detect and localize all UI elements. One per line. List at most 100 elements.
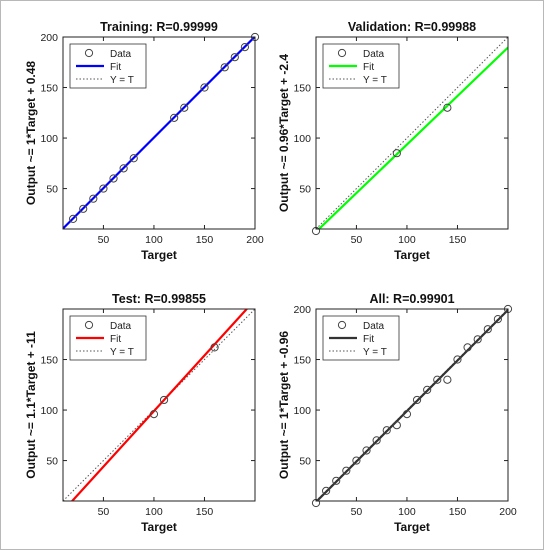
y-tick-label: 100 bbox=[293, 133, 311, 145]
x-tick-label: 200 bbox=[499, 506, 517, 518]
legend-identity-label: Y = T bbox=[110, 75, 134, 86]
legend-identity-label: Y = T bbox=[363, 347, 387, 358]
legend-data-label: Data bbox=[363, 321, 385, 332]
x-tick-label: 150 bbox=[449, 234, 467, 246]
data-point bbox=[423, 385, 432, 394]
axes-box bbox=[62, 308, 256, 502]
y-tick-label: 150 bbox=[293, 355, 311, 367]
x-tick-label: 50 bbox=[98, 506, 110, 518]
legend-fit-label: Fit bbox=[363, 334, 374, 345]
y-tick-label: 50 bbox=[46, 456, 58, 468]
legend-data-marker bbox=[84, 48, 94, 58]
data-point bbox=[99, 184, 108, 193]
legend: Data Fit Y = T bbox=[322, 43, 400, 89]
data-point bbox=[89, 194, 98, 203]
legend-data-marker bbox=[337, 48, 347, 58]
data-point bbox=[352, 456, 361, 465]
x-tick-label: 50 bbox=[98, 234, 110, 246]
y-axis-label: Output ~= 0.96*Target + -2.4 bbox=[277, 54, 291, 212]
y-tick-label: 50 bbox=[46, 184, 58, 196]
fit-line bbox=[63, 37, 255, 229]
chart-title: Training: R=0.99999 bbox=[100, 20, 218, 34]
axes-box bbox=[315, 36, 509, 230]
x-axis-label: Target bbox=[394, 248, 430, 262]
data-point bbox=[79, 204, 88, 213]
validation-panel: 50 100 150 50 100 150 Validation: R=0.99988 Tar… bbox=[277, 20, 509, 262]
x-axis-label: Target bbox=[394, 520, 430, 534]
fit-line bbox=[317, 46, 508, 229]
x-tick-label: 100 bbox=[398, 234, 416, 246]
legend-identity-label: Y = T bbox=[110, 347, 134, 358]
x-tick-label: 150 bbox=[196, 506, 214, 518]
data-point bbox=[240, 43, 249, 52]
data-point bbox=[473, 335, 482, 344]
y-tick-label: 200 bbox=[40, 32, 58, 44]
legend-data-marker bbox=[337, 320, 347, 330]
data-point bbox=[342, 466, 351, 475]
y-tick-label: 150 bbox=[40, 83, 58, 95]
data-point bbox=[210, 343, 219, 352]
legend: Data Fit Y = T bbox=[322, 315, 400, 361]
data-point bbox=[170, 113, 179, 122]
data-point bbox=[382, 426, 391, 435]
data-point bbox=[220, 63, 229, 72]
x-tick-label: 150 bbox=[196, 234, 214, 246]
legend-fit-label: Fit bbox=[110, 62, 121, 73]
axes-box bbox=[315, 308, 509, 502]
data-point bbox=[453, 355, 462, 364]
data-point bbox=[180, 103, 189, 112]
legend: Data Fit Y = T bbox=[69, 315, 147, 361]
x-tick-label: 200 bbox=[246, 234, 264, 246]
data-point bbox=[443, 103, 452, 112]
y-tick-label: 200 bbox=[293, 304, 311, 316]
y-tick-label: 50 bbox=[299, 456, 311, 468]
x-tick-label: 50 bbox=[351, 234, 363, 246]
legend: Data Fit Y = T bbox=[69, 43, 147, 89]
fit-line bbox=[316, 309, 508, 501]
fit-line bbox=[70, 309, 249, 501]
training-panel: 50 100 150 200 50 100 150 200 Training: R=0.9999… bbox=[24, 20, 264, 262]
data-point bbox=[230, 53, 239, 62]
data-point bbox=[433, 375, 442, 384]
axes-box bbox=[62, 36, 256, 230]
data-point bbox=[159, 395, 169, 405]
legend-data-label: Data bbox=[110, 321, 132, 332]
data-point bbox=[332, 476, 341, 485]
data-point bbox=[119, 164, 128, 173]
x-tick-label: 50 bbox=[351, 506, 363, 518]
y-axis-label: Output ~= 1.1*Target + -11 bbox=[24, 331, 38, 479]
x-axis-label: Target bbox=[141, 248, 177, 262]
x-tick-label: 100 bbox=[398, 506, 416, 518]
x-axis-label: Target bbox=[141, 520, 177, 534]
data-point bbox=[412, 395, 422, 405]
data-point bbox=[109, 174, 118, 183]
x-tick-label: 100 bbox=[145, 506, 163, 518]
test-panel: 50 100 150 50 100 150 Test: R=0.99855 Target Out… bbox=[24, 292, 256, 534]
data-point bbox=[392, 421, 401, 430]
y-tick-label: 50 bbox=[299, 184, 311, 196]
all-panel: 50 100 150 200 50 100 150 200 All: R=0.99901 Targ… bbox=[277, 292, 517, 534]
data-point bbox=[362, 446, 371, 455]
y-tick-label: 150 bbox=[40, 355, 58, 367]
data-point bbox=[149, 409, 159, 419]
x-tick-label: 100 bbox=[145, 234, 163, 246]
chart-title: Validation: R=0.99988 bbox=[348, 20, 476, 34]
legend-fit-label: Fit bbox=[110, 334, 121, 345]
data-point bbox=[463, 343, 472, 352]
x-tick-label: 150 bbox=[449, 506, 467, 518]
data-point bbox=[372, 436, 381, 445]
y-axis-label: Output ~= 1*Target + 0.48 bbox=[24, 61, 38, 205]
legend-data-marker bbox=[84, 320, 94, 330]
legend-fit-label: Fit bbox=[363, 62, 374, 73]
data-point bbox=[443, 375, 452, 384]
data-point bbox=[483, 325, 492, 334]
legend-data-label: Data bbox=[110, 49, 132, 60]
legend-identity-label: Y = T bbox=[363, 75, 387, 86]
data-point bbox=[402, 409, 412, 419]
data-point bbox=[200, 83, 209, 92]
y-tick-label: 100 bbox=[40, 133, 58, 145]
y-axis-label: Output ~= 1*Target + -0.96 bbox=[277, 331, 291, 479]
y-tick-label: 150 bbox=[293, 83, 311, 95]
